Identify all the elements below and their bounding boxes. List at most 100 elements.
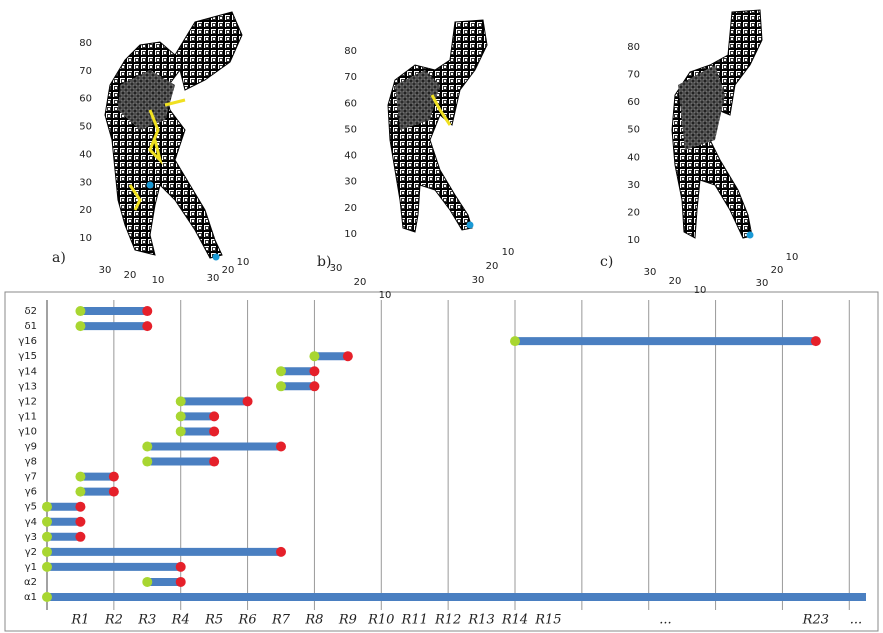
depth-tick-label: 30: [99, 265, 112, 276]
x-tick-label: ...: [659, 613, 671, 628]
bar-label: γ5: [25, 502, 37, 513]
x-tick-label: R7: [271, 613, 291, 628]
bar-label: δ2: [25, 306, 37, 317]
x-tick-label: R15: [534, 613, 561, 628]
depth-tick-label: 10: [152, 275, 165, 286]
y-tick-label: 20: [79, 205, 92, 216]
y-tick-label: 80: [79, 38, 92, 49]
interval-start: [42, 532, 52, 542]
bar-label: γ15: [18, 351, 37, 362]
y-tick-label: 70: [627, 70, 640, 81]
x-tick-label: R14: [501, 613, 528, 628]
interval-end: [209, 411, 219, 421]
interval-end: [309, 381, 319, 391]
bar-label: α1: [24, 592, 37, 603]
interval-start: [42, 592, 52, 602]
x-tick-label: R6: [238, 613, 257, 628]
bar-label: γ16: [18, 336, 37, 347]
y-tick-label: 60: [79, 94, 92, 105]
interval-end: [176, 562, 186, 572]
interval-start: [75, 472, 85, 482]
interval-start: [510, 336, 520, 346]
x-tick-label: ...: [850, 613, 862, 628]
x-tick-label: R5: [204, 613, 223, 628]
width-tick-label: 20: [222, 265, 235, 276]
interval-end: [309, 366, 319, 376]
panel-label: b): [317, 254, 331, 270]
y-tick-label: 60: [344, 98, 357, 109]
x-tick-label: R8: [304, 613, 323, 628]
x-tick-label: R4: [171, 613, 190, 628]
interval-end: [276, 547, 286, 557]
y-tick-label: 70: [79, 66, 92, 77]
interval-end: [142, 306, 152, 316]
y-tick-label: 20: [344, 203, 357, 214]
bar-label: γ13: [18, 381, 37, 392]
figure: 1020304050607080302010302010a)1020304050…: [0, 0, 883, 633]
interval-end: [343, 351, 353, 361]
depth-tick-label: 30: [330, 263, 343, 274]
depth-tick-label: 20: [124, 270, 137, 281]
interval-start: [142, 577, 152, 587]
interval-end: [243, 396, 253, 406]
interval-start: [75, 321, 85, 331]
interval-start: [276, 366, 286, 376]
y-tick-label: 30: [344, 177, 357, 188]
interval-end: [109, 472, 119, 482]
width-tick-label: 20: [771, 265, 784, 276]
voxel-figure-c: [672, 10, 762, 239]
bar-label: γ1: [25, 562, 37, 573]
interval-start: [75, 306, 85, 316]
interval-start: [42, 547, 52, 557]
interval-start: [276, 381, 286, 391]
y-tick-label: 50: [627, 125, 640, 136]
width-tick-label: 30: [207, 273, 220, 284]
width-tick-label: 30: [756, 278, 769, 289]
interval-start: [42, 502, 52, 512]
depth-tick-label: 10: [379, 290, 392, 301]
y-tick-label: 40: [79, 149, 92, 160]
x-tick-label: R2: [104, 613, 123, 628]
interval-end: [811, 336, 821, 346]
bar-label: γ9: [25, 442, 37, 453]
interval-end: [75, 517, 85, 527]
voxel-figure-a: [105, 12, 242, 261]
bar-label: γ11: [18, 411, 37, 422]
x-tick-label: R3: [137, 613, 156, 628]
interval-start: [142, 442, 152, 452]
bar-label: γ2: [25, 547, 37, 558]
bar-label: γ8: [25, 457, 37, 468]
interval-start: [42, 562, 52, 572]
y-tick-label: 10: [344, 229, 357, 240]
x-tick-label: R11: [401, 613, 428, 628]
y-tick-label: 50: [79, 122, 92, 133]
y-tick-label: 40: [627, 152, 640, 163]
interval-start: [309, 351, 319, 361]
width-tick-label: 30: [472, 275, 485, 286]
interval-end: [142, 321, 152, 331]
interval-end: [75, 502, 85, 512]
width-tick-label: 20: [486, 261, 499, 272]
y-tick-label: 20: [627, 207, 640, 218]
width-tick-label: 10: [237, 257, 250, 268]
x-tick-label: R1: [70, 613, 89, 628]
y-tick-label: 30: [627, 180, 640, 191]
bar-label: γ7: [25, 472, 37, 483]
interval-end: [209, 426, 219, 436]
y-tick-label: 10: [79, 233, 92, 244]
interval-start: [176, 411, 186, 421]
interval-start: [75, 487, 85, 497]
bar-label: γ12: [18, 396, 37, 407]
interval-end: [75, 532, 85, 542]
y-tick-label: 10: [627, 235, 640, 246]
depth-tick-label: 20: [669, 276, 682, 287]
y-tick-label: 60: [627, 97, 640, 108]
interval-start: [142, 457, 152, 467]
y-tick-label: 80: [627, 42, 640, 53]
x-tick-label: R13: [467, 613, 494, 628]
y-tick-label: 70: [344, 72, 357, 83]
bar-label: γ10: [18, 426, 37, 437]
bar-label: δ1: [25, 321, 37, 332]
depth-tick-label: 20: [354, 277, 367, 288]
panel-label: c): [600, 254, 613, 270]
